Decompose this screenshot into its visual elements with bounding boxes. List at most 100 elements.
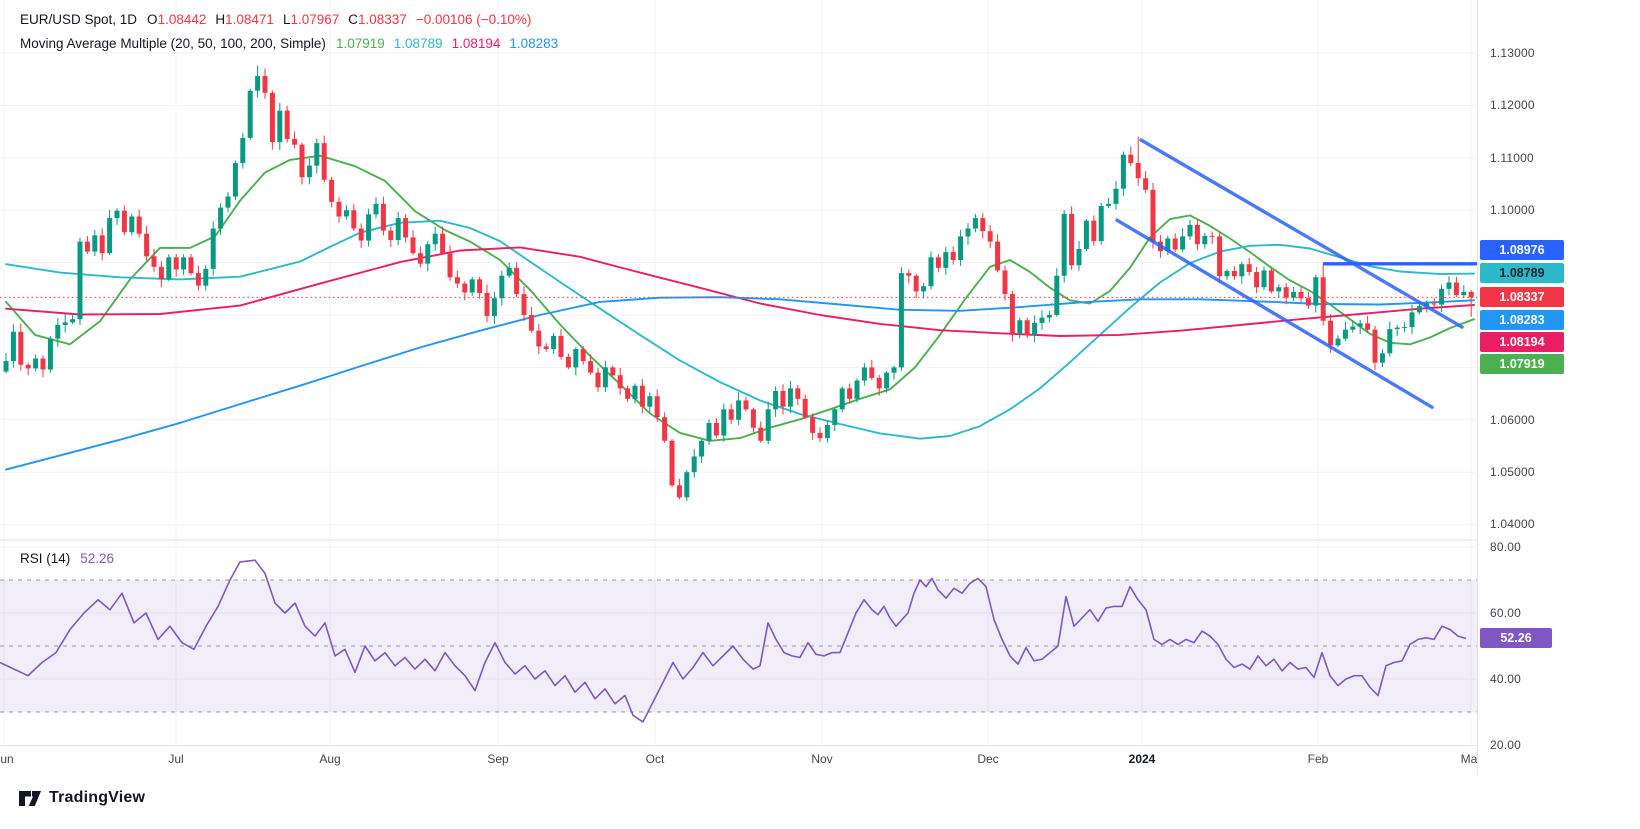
descending-channel-lower-trendline[interactable] xyxy=(1115,218,1434,409)
rsi-axis-label: 80.00 xyxy=(1490,540,1522,554)
change-value: −0.00106 (−0.10%) xyxy=(415,12,532,27)
rsi-title[interactable]: RSI (14) xyxy=(20,551,71,566)
candle-body xyxy=(40,358,46,370)
price-axis[interactable]: 1.13000 1.12000 1.11000 1.10000 1.06000 1.050… xyxy=(1477,0,1640,775)
candle-body xyxy=(1024,320,1030,335)
sma-line-sma-50 xyxy=(5,219,1475,440)
time-axis-label-Jul: Jul xyxy=(168,752,184,766)
candle-body xyxy=(736,400,742,420)
candle-body xyxy=(1046,315,1052,318)
candle-body xyxy=(565,356,571,368)
candle-body xyxy=(810,417,816,433)
candle-body xyxy=(1416,306,1422,313)
candle-body xyxy=(1379,353,1385,363)
candle-body xyxy=(454,277,460,284)
candle-body xyxy=(1061,213,1067,276)
candle-body xyxy=(1439,288,1445,305)
time-axis-label-Dec: Dec xyxy=(977,752,999,766)
candle-body xyxy=(277,110,283,143)
candle-body xyxy=(203,268,209,286)
candle-body xyxy=(1313,277,1319,306)
sma-line-sma-100 xyxy=(5,246,1475,337)
candle-body xyxy=(869,367,875,378)
candle-body xyxy=(447,253,453,278)
rsi-legend-row[interactable]: RSI (14) 52.26 xyxy=(20,551,114,566)
candle-body xyxy=(854,380,860,399)
candle-body xyxy=(795,388,801,399)
price-badge-1.08789: 1.08789 xyxy=(1480,263,1564,283)
ma-value-3: 1.08283 xyxy=(509,36,559,51)
candle-body xyxy=(1224,270,1230,277)
rsi-current-value: 52.26 xyxy=(80,551,115,566)
candle-body xyxy=(1468,291,1474,298)
candle-body xyxy=(395,218,401,241)
rsi-axis-label: 60.00 xyxy=(1490,606,1522,620)
candle-body xyxy=(403,218,409,238)
candle-body xyxy=(358,228,364,241)
candle-body xyxy=(232,163,238,197)
candle-body xyxy=(18,331,24,365)
candle-body xyxy=(1069,213,1075,266)
symbol-legend-row[interactable]: EUR/USD Spot, 1D O1.08442 H1.08471 L1.0796… xyxy=(20,12,567,36)
candle-body xyxy=(958,236,964,260)
candle-body xyxy=(1291,291,1297,298)
descending-channel-upper-trendline[interactable] xyxy=(1139,138,1464,329)
tradingview-attribution[interactable]: TradingView xyxy=(18,789,145,807)
candle-body xyxy=(158,266,164,280)
candle-body xyxy=(410,237,416,254)
price-axis-label: 1.06000 xyxy=(1490,413,1535,427)
candle-body xyxy=(1172,238,1178,250)
price-axis-label: 1.10000 xyxy=(1490,203,1535,217)
ma-values: 1.07919 1.08789 1.08194 1.08283 xyxy=(336,36,567,51)
candle-body xyxy=(1209,235,1215,237)
candle-body xyxy=(906,273,912,276)
candle-body xyxy=(980,218,986,232)
symbol-title[interactable]: EUR/USD Spot, 1D xyxy=(20,12,138,27)
candle-body xyxy=(521,294,527,315)
candle-body xyxy=(1357,323,1363,327)
candle-body xyxy=(1305,298,1311,306)
candle-body xyxy=(706,422,712,441)
time-axis-label-Jun: Jun xyxy=(0,752,14,766)
candle-body xyxy=(477,279,483,293)
ma-indicator-title[interactable]: Moving Average Multiple (20, 50, 100, 20… xyxy=(20,36,326,51)
candle-body xyxy=(336,201,342,217)
candle-body xyxy=(1446,282,1452,289)
candle-body xyxy=(225,196,231,208)
candle-body xyxy=(462,283,468,293)
candle-body xyxy=(691,456,697,473)
candle-body xyxy=(321,143,327,180)
ma-legend-row[interactable]: Moving Average Multiple (20, 50, 100, 20… xyxy=(20,36,567,60)
time-axis-label-Feb: Feb xyxy=(1307,752,1329,766)
candle-body xyxy=(262,76,268,93)
candle-body xyxy=(891,367,897,373)
time-axis[interactable]: Jun Jul Aug Sep Oct Nov Dec 2024 Feb Mar xyxy=(0,745,1477,776)
candle-body xyxy=(528,315,534,331)
candle-body xyxy=(292,138,298,145)
ohlc-h-value: H1.08471 xyxy=(215,12,274,27)
candle-body xyxy=(699,440,705,457)
candle-body xyxy=(543,346,549,350)
candle-body xyxy=(151,256,157,267)
time-axis-label-Sep: Sep xyxy=(487,752,509,766)
candle-body xyxy=(1328,320,1334,346)
price-axis-label: 1.13000 xyxy=(1490,46,1535,60)
candle-body xyxy=(965,228,971,237)
candle-body xyxy=(1120,154,1126,189)
candle-body xyxy=(1276,287,1282,292)
candle-body xyxy=(1217,236,1223,277)
time-axis-label-Oct: Oct xyxy=(645,752,665,766)
candle-body xyxy=(861,367,867,381)
candle-body xyxy=(1106,203,1112,207)
candle-body xyxy=(1009,294,1015,334)
candle-body xyxy=(595,372,601,388)
candle-body xyxy=(388,230,394,241)
candle-body xyxy=(70,319,76,323)
candle-body xyxy=(684,472,690,498)
candle-body xyxy=(847,388,853,399)
candle-body xyxy=(1461,291,1467,296)
candle-body xyxy=(588,361,594,373)
candle-body xyxy=(654,396,660,418)
candle-body xyxy=(114,210,120,219)
